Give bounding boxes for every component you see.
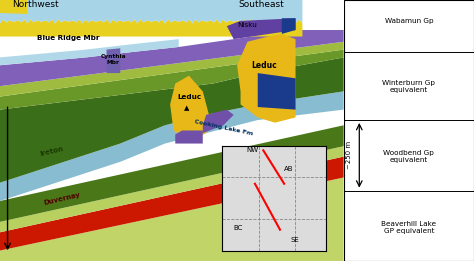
Text: Cooking Lake Fm: Cooking Lake Fm <box>194 119 253 137</box>
Polygon shape <box>0 0 27 14</box>
Text: Blue Ridge Mbr: Blue Ridge Mbr <box>37 35 100 41</box>
Text: SE: SE <box>290 237 299 243</box>
Polygon shape <box>227 18 296 39</box>
Text: Woodbend Gp
equivalent: Woodbend Gp equivalent <box>383 150 434 163</box>
Text: Nisku: Nisku <box>237 22 257 28</box>
Text: Northwest: Northwest <box>12 0 59 9</box>
Polygon shape <box>282 18 296 34</box>
Polygon shape <box>258 73 296 110</box>
Polygon shape <box>170 76 210 138</box>
Polygon shape <box>107 48 120 73</box>
Text: Duvernay: Duvernay <box>43 191 81 205</box>
Text: NW: NW <box>247 147 259 153</box>
Text: Wabamun Gp: Wabamun Gp <box>384 18 433 24</box>
Polygon shape <box>0 30 344 86</box>
Polygon shape <box>0 39 179 65</box>
Polygon shape <box>0 177 344 261</box>
Polygon shape <box>0 91 344 201</box>
Text: ▲: ▲ <box>183 105 189 111</box>
Polygon shape <box>0 0 302 23</box>
Polygon shape <box>0 19 302 37</box>
Text: AB: AB <box>283 166 293 172</box>
Text: ~250 m: ~250 m <box>346 141 352 169</box>
Text: BC: BC <box>234 225 243 231</box>
Polygon shape <box>0 125 344 222</box>
Text: Winterburn Gp
equivalent: Winterburn Gp equivalent <box>383 80 435 93</box>
Polygon shape <box>0 157 344 251</box>
Polygon shape <box>0 146 344 232</box>
Text: Southeast: Southeast <box>238 0 284 9</box>
Polygon shape <box>0 42 344 97</box>
Text: Ireton: Ireton <box>39 146 64 157</box>
Polygon shape <box>237 34 296 123</box>
Polygon shape <box>0 57 344 183</box>
Polygon shape <box>0 50 344 110</box>
Polygon shape <box>175 130 203 144</box>
Polygon shape <box>203 110 234 133</box>
Text: Leduc: Leduc <box>177 94 201 99</box>
Text: Cynthia
Mbr: Cynthia Mbr <box>100 54 126 65</box>
Text: Leduc: Leduc <box>252 61 277 70</box>
Text: Beaverhill Lake
GP equivalent: Beaverhill Lake GP equivalent <box>381 221 437 234</box>
